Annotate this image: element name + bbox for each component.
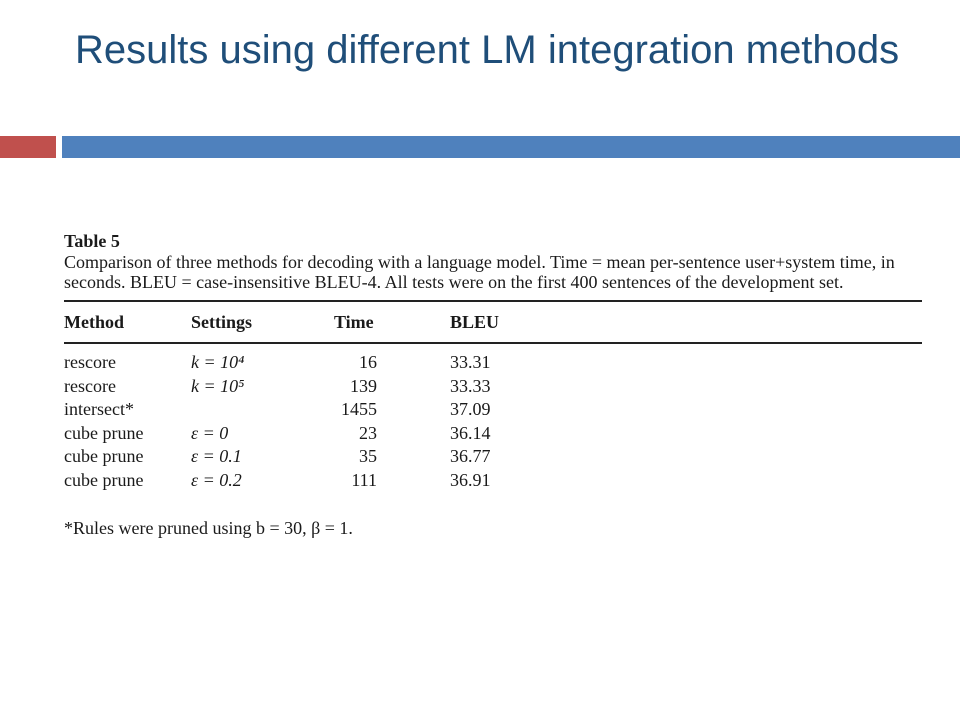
header-bleu: BLEU (450, 311, 500, 332)
table-figure: Table 5 Comparison of three methods for … (64, 231, 922, 539)
table-header-row: Method Settings Time BLEU (64, 302, 922, 342)
header-time: Time (334, 311, 374, 332)
cell-method: cube prune (64, 446, 144, 467)
table-label: Table 5 (64, 231, 120, 251)
cell-settings: ε = 0.2 (191, 469, 242, 490)
cell-bleu: 37.09 (450, 399, 491, 420)
table-row: cube prune ε = 0 23 36.14 (64, 422, 922, 446)
table-body: rescore k = 10⁴ 16 33.31 rescore k = 10⁵… (64, 344, 922, 492)
cell-method: cube prune (64, 422, 144, 443)
table-row: intersect* 1455 37.09 (64, 398, 922, 422)
cell-time: 111 (351, 469, 377, 490)
title-accent-bar-red (0, 136, 56, 158)
cell-bleu: 33.31 (450, 352, 491, 373)
table-row: rescore k = 10⁵ 139 33.33 (64, 375, 922, 399)
cell-bleu: 36.91 (450, 469, 491, 490)
cell-time: 16 (359, 352, 377, 373)
cell-time: 1455 (341, 399, 377, 420)
table-footnote: *Rules were pruned using b = 30, β = 1. (64, 518, 353, 538)
cell-method: intersect* (64, 399, 134, 420)
cell-method: rescore (64, 375, 116, 396)
header-settings: Settings (191, 311, 253, 332)
cell-time: 35 (359, 446, 377, 467)
cell-method: cube prune (64, 469, 144, 490)
cell-settings: k = 10⁵ (191, 375, 245, 396)
table-top-rule (64, 300, 922, 302)
cell-bleu: 36.77 (450, 446, 491, 467)
table-caption: Comparison of three methods for decoding… (64, 252, 895, 292)
header-method: Method (64, 311, 124, 332)
cell-time: 23 (359, 422, 377, 443)
table-row: rescore k = 10⁴ 16 33.31 (64, 351, 922, 375)
cell-settings: ε = 0.1 (191, 446, 242, 467)
cell-method: rescore (64, 352, 116, 373)
cell-settings: k = 10⁴ (191, 352, 245, 373)
cell-time: 139 (350, 375, 377, 396)
slide-title: Results using different LM integration m… (75, 28, 900, 72)
table-row: cube prune ε = 0.2 111 36.91 (64, 469, 922, 493)
cell-bleu: 33.33 (450, 375, 491, 396)
title-accent-bar-blue (62, 136, 960, 158)
cell-bleu: 36.14 (450, 422, 491, 443)
cell-settings: ε = 0 (191, 422, 229, 443)
table-header-rule (64, 342, 922, 344)
table-row: cube prune ε = 0.1 35 36.77 (64, 445, 922, 469)
